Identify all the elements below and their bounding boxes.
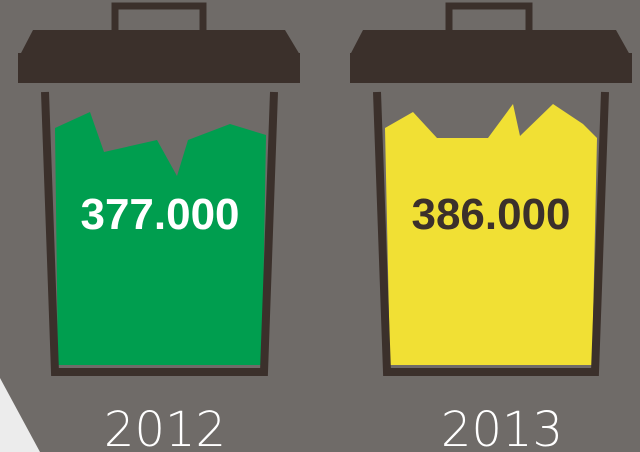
bin-value-label-2013: 386.000 xyxy=(411,190,570,239)
bin-2012: 377.000 xyxy=(18,2,300,376)
bin-lid-rim-2012 xyxy=(18,53,300,83)
year-label-2012: 2012 xyxy=(104,402,226,452)
bin-2013: 386.000 xyxy=(350,2,632,376)
bin-body-2013 xyxy=(373,91,609,376)
bin-lid-top-2013 xyxy=(350,30,630,55)
bin-value-label-2012: 377.000 xyxy=(80,190,239,239)
bin-fill-2013 xyxy=(385,104,597,365)
year-label-2013: 2013 xyxy=(441,402,563,452)
bin-fill-2012 xyxy=(55,112,266,365)
bin-lid-rim-2013 xyxy=(350,53,632,83)
corner-triangle xyxy=(0,378,40,452)
bin-body-2012 xyxy=(41,91,278,376)
bin-lid-top-2012 xyxy=(20,30,300,55)
